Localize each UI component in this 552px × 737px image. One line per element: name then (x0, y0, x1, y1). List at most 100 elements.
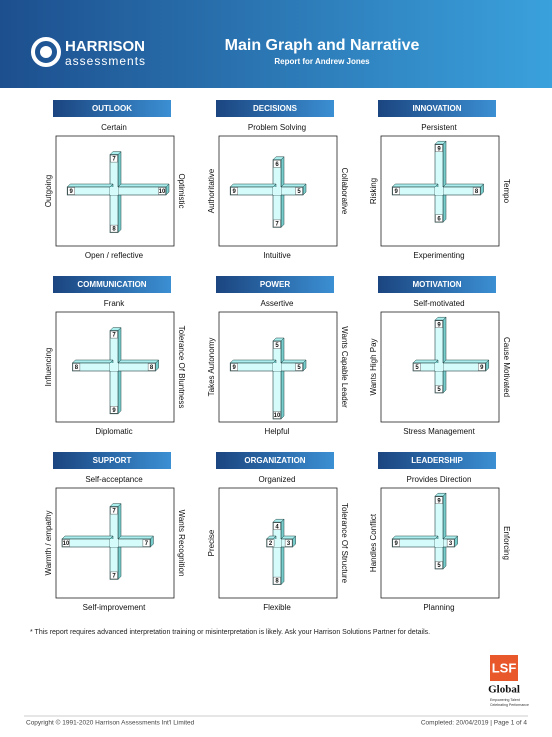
value-label: 9 (395, 541, 399, 547)
value-tag (110, 571, 118, 580)
left-label: Outgoing (44, 175, 53, 207)
right-label: Tolerance Of Bluntness (177, 326, 186, 409)
value-label: 5 (437, 387, 441, 393)
value-tag (295, 363, 303, 371)
arm-depth (391, 535, 439, 540)
arm-depth (391, 183, 439, 188)
right-label: Tolerance Of Structure (340, 503, 349, 584)
value-label: 10 (274, 413, 281, 419)
panel-header (378, 452, 496, 469)
arm-depth (442, 183, 485, 188)
value-tag (273, 341, 281, 349)
value-label: 4 (275, 524, 279, 530)
badge-line: Celebrating Performance (490, 703, 529, 707)
arm-depth (66, 183, 114, 188)
right-label: Tempo (502, 179, 511, 204)
badge-line: Empowering Talent (490, 698, 520, 702)
value-tag (435, 320, 443, 328)
arm-depth (280, 367, 285, 420)
left-label: Risking (369, 178, 378, 204)
top-label: Self-acceptance (85, 475, 143, 484)
panel-header (53, 276, 171, 293)
arm-hub (435, 187, 443, 195)
value-label: 5 (275, 343, 279, 349)
value-label: 5 (297, 365, 301, 371)
value-label: 5 (415, 365, 419, 371)
panel-header (53, 100, 171, 117)
value-label: 9 (480, 365, 484, 371)
bottom-label: Diplomatic (95, 427, 132, 436)
value-tag (435, 214, 443, 222)
panel-title: ORGANIZATION (244, 456, 305, 465)
arm-depth (229, 183, 277, 188)
value-label: 9 (437, 322, 441, 328)
value-tag (142, 539, 151, 547)
value-tag (273, 411, 281, 419)
arm-depth (442, 359, 490, 364)
value-tag (266, 539, 275, 547)
arm-depth (71, 359, 114, 364)
value-label: 7 (112, 157, 116, 163)
panel-header (53, 452, 171, 469)
value-tag (110, 224, 118, 233)
left-label: Wants High Pay (369, 338, 378, 395)
panel-title: COMMUNICATION (77, 280, 146, 289)
top-label: Provides Direction (407, 475, 472, 484)
right-label: Collaborative (340, 168, 349, 215)
panel-title: INNOVATION (412, 104, 461, 113)
value-tag (284, 539, 293, 547)
value-label: 10 (159, 189, 166, 195)
panel-title: OUTLOOK (92, 104, 132, 113)
value-tag (273, 522, 281, 530)
value-label: 9 (70, 189, 74, 195)
value-tag (392, 187, 400, 195)
value-tag (158, 187, 166, 195)
arm-depth (442, 367, 447, 394)
value-label: 2 (269, 541, 273, 547)
value-tag (413, 363, 421, 371)
left-label: Warmth / empathy (44, 510, 53, 575)
value-label: 7 (112, 573, 116, 579)
value-label: 8 (112, 227, 116, 233)
value-label: 6 (437, 216, 441, 222)
arm-hub (435, 363, 443, 371)
top-label: Organized (259, 475, 296, 484)
arm-depth (442, 191, 447, 223)
badge-box (490, 655, 518, 681)
note: * This report requires advanced interpre… (30, 629, 430, 636)
panel-header (378, 276, 496, 293)
panel-header (216, 276, 334, 293)
right-label: Enforcing (502, 526, 511, 560)
panel-header (216, 452, 334, 469)
value-label: 7 (145, 541, 149, 547)
panel-title: LEADERSHIP (411, 456, 463, 465)
value-label: 7 (275, 221, 279, 227)
value-tag (295, 187, 303, 195)
value-tag (147, 363, 156, 371)
value-label: 9 (437, 146, 441, 152)
value-label: 7 (112, 509, 116, 515)
left-label: Authoritative (207, 168, 216, 213)
logo-ring (31, 37, 61, 67)
arm-depth (442, 543, 447, 570)
arm-depth (280, 359, 307, 364)
value-tag (110, 154, 118, 163)
bottom-label: Helpful (265, 427, 290, 436)
bottom-label: Self-improvement (83, 603, 146, 612)
copyright: Copyright © 1991-2020 Harrison Assessmen… (26, 719, 195, 727)
top-label: Assertive (261, 299, 294, 308)
left-label: Precise (207, 529, 216, 556)
value-tag (435, 144, 443, 152)
value-tag (392, 539, 400, 547)
value-label: 7 (112, 333, 116, 339)
arm-depth (117, 543, 122, 581)
panel-title: POWER (260, 280, 290, 289)
arm-hub (273, 363, 281, 371)
arm-hub (110, 187, 118, 195)
value-label: 9 (112, 408, 116, 414)
panel-header (216, 100, 334, 117)
value-tag (435, 385, 443, 393)
panel-title: DECISIONS (253, 104, 298, 113)
